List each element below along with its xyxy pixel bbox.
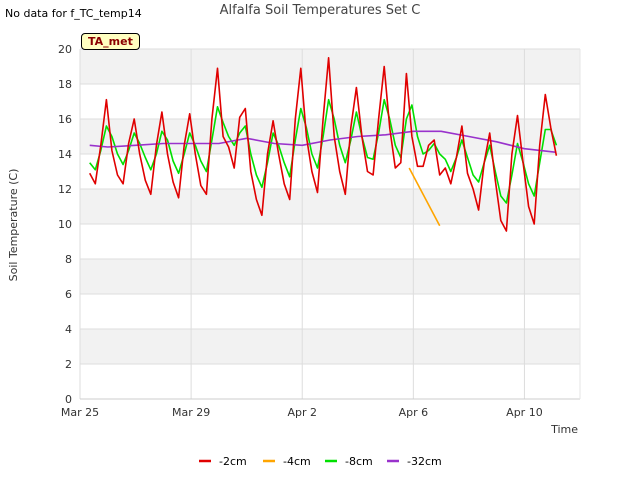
x-tick-label: Apr 10: [506, 406, 543, 419]
legend-label: -2cm: [219, 455, 247, 468]
y-tick-label: 18: [58, 78, 72, 91]
y-tick-label: 2: [65, 358, 72, 371]
legend-label: -4cm: [283, 455, 311, 468]
station-badge: TA_met: [81, 33, 140, 50]
y-tick-label: 16: [58, 113, 72, 126]
y-tick-label: 4: [65, 323, 72, 336]
x-axis-label: Time: [550, 423, 578, 436]
series-line--32cm: [89, 130, 557, 154]
y-tick-label: 10: [58, 218, 72, 231]
legend: -2cm -4cm -8cm -32cm: [199, 455, 442, 468]
series-line--4cm: [408, 167, 441, 227]
plot-band: [80, 259, 580, 294]
x-tick-label: Mar 25: [61, 406, 99, 419]
y-axis-label: Soil Temperature (C): [7, 169, 20, 282]
y-tick-label: 12: [58, 183, 72, 196]
legend-label: -32cm: [407, 455, 442, 468]
series-line--2cm: [88, 56, 558, 232]
y-tick-label: 8: [65, 253, 72, 266]
plot-band: [80, 119, 580, 154]
y-tick-label: 14: [58, 148, 72, 161]
legend-label: -8cm: [345, 455, 373, 468]
plot-axes: 0 2 4 6 8 10 12 14 16 18 20 Mar 25 Mar 29 Apr 2 Apr 6 A…: [58, 43, 581, 419]
plot-band: [80, 189, 580, 224]
no-data-notice: No data for f_TC_temp14: [5, 7, 142, 20]
x-tick-label: Apr 2: [287, 406, 317, 419]
y-tick-label: 6: [65, 288, 72, 301]
x-tick-label: Mar 29: [172, 406, 210, 419]
chart-title: Alfalfa Soil Temperatures Set C: [219, 3, 421, 18]
x-tick-label: Apr 6: [399, 406, 429, 419]
series-line--8cm: [89, 98, 558, 204]
y-tick-label: 20: [58, 43, 72, 56]
y-tick-label: 0: [65, 393, 72, 406]
plot-series: [88, 56, 558, 232]
plot-band: [80, 329, 580, 364]
